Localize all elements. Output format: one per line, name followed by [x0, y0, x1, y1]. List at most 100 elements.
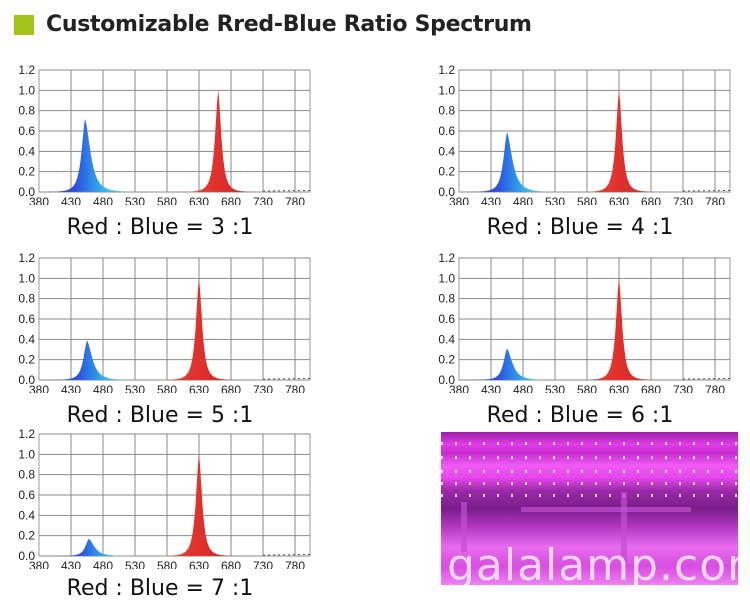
spectrum-chart-3-1: 380 430 480 530 580 630 680 730 780 0.0 0.2 0.4 0.6 0…: [0, 60, 320, 240]
x-tick-label: 430: [61, 383, 81, 393]
x-tick-label: 630: [609, 383, 629, 393]
x-tick-label: 680: [221, 559, 241, 569]
x-tick-label: 630: [189, 559, 209, 569]
x-tick-label: 780: [705, 195, 725, 205]
y-tick-label: 0.2: [438, 353, 455, 367]
x-tick-label: 530: [125, 383, 145, 393]
x-tick-label: 380: [29, 383, 49, 393]
blue-peak: [462, 348, 552, 380]
y-tick-label: 0.0: [18, 549, 35, 563]
y-tick-label: 0.6: [438, 312, 455, 326]
grow-light-photo: [441, 432, 738, 585]
x-tick-label: 680: [221, 383, 241, 393]
ratio-caption: Red : Blue = 4 :1: [486, 215, 674, 240]
y-tick-label: 0.0: [18, 373, 35, 387]
accent-square: [14, 14, 34, 35]
y-tick-label: 0.6: [18, 312, 35, 326]
red-peak: [574, 278, 664, 380]
x-tick-label: 730: [253, 195, 273, 205]
y-tick-label: 0.4: [18, 144, 35, 158]
x-tick-label: 480: [513, 195, 533, 205]
y-tick-label: 1.0: [438, 83, 455, 97]
y-tick-label: 0.4: [18, 332, 35, 346]
x-tick-label: 730: [253, 383, 273, 393]
y-tick-label: 1.0: [18, 271, 35, 285]
y-tick-label: 0.6: [438, 124, 455, 138]
x-tick-label: 730: [253, 559, 273, 569]
y-tick-label: 1.0: [438, 271, 455, 285]
x-tick-label: 630: [189, 195, 209, 205]
x-tick-label: 530: [125, 195, 145, 205]
y-tick-label: 0.2: [18, 353, 35, 367]
ratio-caption: Red : Blue = 3 :1: [66, 215, 254, 240]
x-tick-label: 780: [285, 195, 305, 205]
header: Customizable Rred-Blue Ratio Spectrum: [14, 12, 532, 37]
x-tick-label: 580: [157, 383, 177, 393]
y-tick-label: 0.4: [438, 332, 455, 346]
red-peak: [173, 90, 263, 192]
chart-svg: 380 430 480 530 580 630 680 730 780 0.0 0.2 0.4 0.6 0…: [438, 251, 731, 393]
x-tick-label: 730: [673, 383, 693, 393]
y-tick-label: 0.8: [438, 104, 455, 118]
y-tick-label: 0.4: [18, 508, 35, 522]
x-tick-label: 780: [705, 383, 725, 393]
y-tick-label: 0.2: [438, 165, 455, 179]
x-tick-label: 730: [673, 195, 693, 205]
x-tick-label: 580: [577, 195, 597, 205]
x-tick-label: 380: [29, 559, 49, 569]
red-peak: [154, 278, 244, 380]
ratio-caption: Red : Blue = 7 :1: [66, 576, 254, 601]
spectrum-chart-4-1: 380 430 480 530 580 630 680 730 780 0.0 0.2 0.4 0.6 0…: [420, 60, 740, 240]
y-tick-label: 1.2: [18, 427, 35, 441]
spectrum-chart-5-1: 380 430 480 530 580 630 680 730 780 0.0 0.2 0.4 0.6 0…: [0, 248, 320, 428]
x-tick-label: 580: [157, 559, 177, 569]
ratio-caption: Red : Blue = 6 :1: [486, 403, 674, 428]
y-tick-label: 1.2: [18, 63, 35, 77]
red-peak: [154, 454, 244, 556]
y-tick-label: 1.0: [18, 83, 35, 97]
x-tick-label: 530: [545, 383, 565, 393]
blue-peak: [42, 340, 132, 380]
chart-svg: 380 430 480 530 580 630 680 730 780 0.0 0.2 0.4 0.6 0…: [18, 427, 311, 569]
blue-peak: [462, 132, 552, 192]
blue-peak: [40, 118, 130, 192]
x-tick-label: 780: [285, 383, 305, 393]
x-tick-label: 630: [189, 383, 209, 393]
y-tick-label: 1.2: [438, 63, 455, 77]
x-tick-label: 680: [641, 195, 661, 205]
x-tick-label: 430: [61, 559, 81, 569]
chart-svg: 380 430 480 530 580 630 680 730 780 0.0 0.2 0.4 0.6 0…: [18, 63, 311, 205]
x-tick-label: 480: [93, 559, 113, 569]
x-tick-label: 680: [221, 195, 241, 205]
y-tick-label: 1.2: [438, 251, 455, 265]
x-tick-label: 430: [61, 195, 81, 205]
x-tick-label: 580: [577, 383, 597, 393]
y-tick-label: 0.2: [18, 165, 35, 179]
x-tick-label: 380: [29, 195, 49, 205]
x-tick-label: 530: [125, 559, 145, 569]
x-tick-label: 380: [449, 383, 469, 393]
y-tick-label: 0.8: [18, 468, 35, 482]
y-tick-label: 0.0: [438, 185, 455, 199]
page-title: Customizable Rred-Blue Ratio Spectrum: [46, 12, 532, 37]
y-tick-label: 0.4: [438, 144, 455, 158]
watermark: es.galalamp.com: [380, 540, 750, 591]
x-tick-label: 430: [481, 195, 501, 205]
y-tick-label: 0.8: [18, 292, 35, 306]
x-tick-label: 680: [641, 383, 661, 393]
ratio-caption: Red : Blue = 5 :1: [66, 403, 254, 428]
blue-peak: [44, 538, 134, 556]
spectrum-chart-6-1: 380 430 480 530 580 630 680 730 780 0.0 0.2 0.4 0.6 0…: [420, 248, 740, 428]
y-tick-label: 0.0: [18, 185, 35, 199]
x-tick-label: 780: [285, 559, 305, 569]
x-tick-label: 480: [93, 195, 113, 205]
y-tick-label: 1.0: [18, 447, 35, 461]
x-tick-label: 380: [449, 195, 469, 205]
y-tick-label: 1.2: [18, 251, 35, 265]
y-tick-label: 0.8: [18, 104, 35, 118]
x-tick-label: 530: [545, 195, 565, 205]
x-tick-label: 580: [157, 195, 177, 205]
spectrum-chart-7-1: 380 430 480 530 580 630 680 730 780 0.0 0.2 0.4 0.6 0…: [0, 424, 320, 601]
y-tick-label: 0.2: [18, 529, 35, 543]
x-tick-label: 430: [481, 383, 501, 393]
